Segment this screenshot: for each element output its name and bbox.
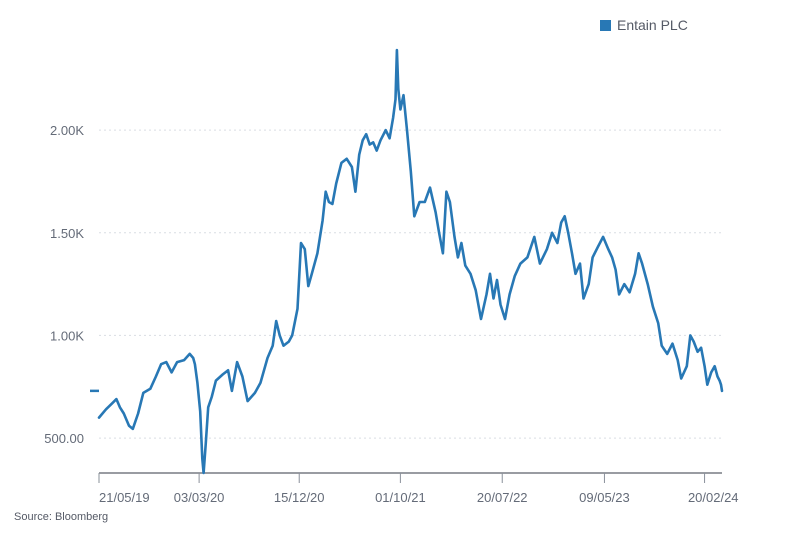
legend-label: Entain PLC bbox=[617, 17, 688, 33]
x-tick-label: 15/12/20 bbox=[274, 490, 325, 505]
legend-swatch bbox=[600, 19, 611, 31]
x-tick-label: 09/05/23 bbox=[579, 490, 630, 505]
x-tick-label: 21/05/19 bbox=[99, 490, 150, 505]
y-axis-tick-labels: 500.00 1.00K 1.50K 2.00K bbox=[44, 123, 84, 446]
source-note: Source: Bloomberg bbox=[14, 511, 109, 523]
x-tick-label: 03/03/20 bbox=[174, 490, 225, 505]
legend: Entain PLC bbox=[600, 17, 688, 33]
x-tick-label: 20/02/24 bbox=[688, 490, 739, 505]
x-axis-ticks: 21/05/19 03/03/20 15/12/20 01/10/21 20/07/22… bbox=[98, 473, 739, 505]
x-tick-label: 01/10/21 bbox=[375, 490, 426, 505]
y-tick-label: 2.00K bbox=[50, 123, 84, 138]
series-line-entain-plc bbox=[97, 48, 724, 475]
y-tick-label: 1.00K bbox=[50, 328, 84, 343]
gridlines bbox=[99, 129, 722, 439]
x-tick-label: 20/07/22 bbox=[477, 490, 528, 505]
y-tick-label: 500.00 bbox=[44, 431, 84, 446]
y-tick-label: 1.50K bbox=[50, 226, 84, 241]
